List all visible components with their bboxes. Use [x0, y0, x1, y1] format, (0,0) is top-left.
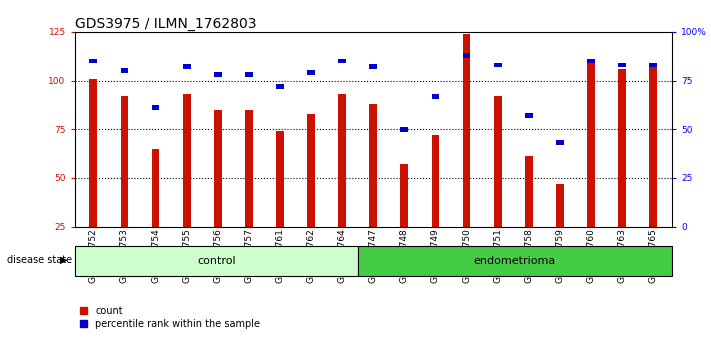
Bar: [90, 59, 97, 63]
Bar: [121, 96, 128, 227]
Bar: [432, 135, 439, 227]
Bar: [245, 72, 252, 77]
Bar: [463, 53, 471, 58]
Bar: [619, 63, 626, 67]
Bar: [183, 64, 191, 69]
Bar: [276, 84, 284, 89]
Text: ▶: ▶: [60, 255, 68, 265]
Bar: [400, 164, 408, 227]
Legend: count, percentile rank within the sample: count, percentile rank within the sample: [80, 306, 260, 329]
Bar: [151, 149, 159, 227]
Text: control: control: [197, 256, 235, 266]
Bar: [358, 246, 672, 276]
Bar: [649, 63, 657, 67]
Text: endometrioma: endometrioma: [474, 256, 556, 266]
Bar: [587, 59, 595, 227]
Bar: [400, 127, 408, 132]
Bar: [183, 94, 191, 227]
Bar: [245, 110, 252, 227]
Bar: [494, 96, 501, 227]
Bar: [370, 104, 377, 227]
Bar: [214, 72, 222, 77]
Bar: [556, 184, 564, 227]
Bar: [525, 113, 533, 118]
Bar: [307, 70, 315, 75]
Bar: [587, 59, 595, 63]
Bar: [432, 94, 439, 98]
Bar: [307, 114, 315, 227]
Bar: [649, 65, 657, 227]
Bar: [151, 105, 159, 110]
Bar: [370, 64, 377, 69]
Bar: [619, 69, 626, 227]
Bar: [463, 34, 471, 227]
Bar: [121, 68, 128, 73]
Bar: [494, 63, 501, 67]
Bar: [338, 94, 346, 227]
Bar: [338, 59, 346, 63]
Text: GDS3975 / ILMN_1762803: GDS3975 / ILMN_1762803: [75, 17, 256, 31]
Text: disease state: disease state: [7, 255, 73, 265]
Bar: [525, 156, 533, 227]
Bar: [214, 110, 222, 227]
Bar: [276, 131, 284, 227]
Bar: [90, 79, 97, 227]
Bar: [556, 141, 564, 145]
Bar: [75, 246, 358, 276]
